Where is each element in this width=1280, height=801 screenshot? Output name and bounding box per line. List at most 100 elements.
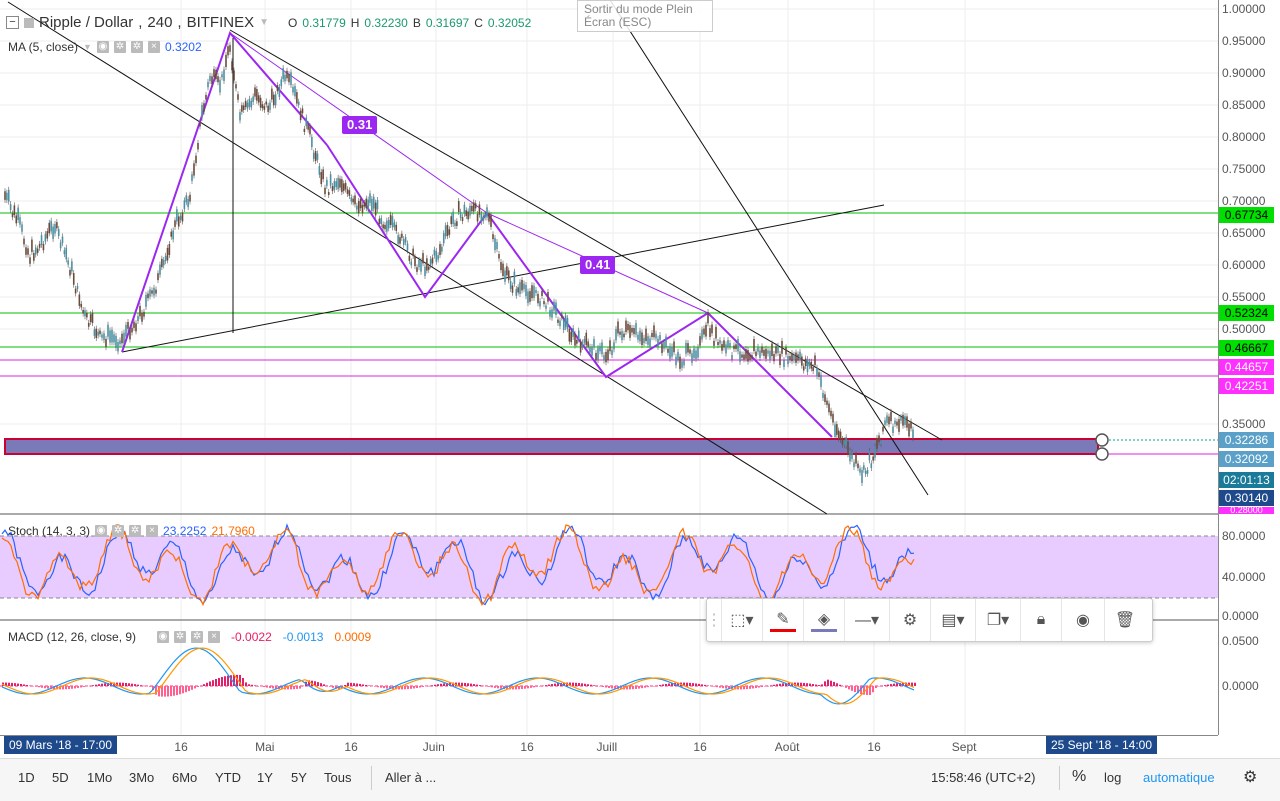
price-candle: [539, 301, 541, 307]
macd-histogram-bar: [41, 686, 43, 688]
select-icon[interactable]: ⬚▾: [722, 599, 763, 641]
macd-histogram-bar: [224, 676, 226, 686]
price-candle: [335, 181, 338, 188]
gear-icon[interactable]: ⚙: [1243, 769, 1258, 786]
macd-histogram-bar: [641, 686, 643, 689]
macd-histogram-bar: [65, 686, 67, 690]
timeframe-button[interactable]: 5Y: [291, 770, 307, 785]
macd-histogram-bar: [578, 683, 580, 686]
price-candle: [6, 192, 8, 201]
timeframe-button[interactable]: 3Mo: [129, 770, 155, 785]
ohlc-h-label: H: [350, 15, 360, 30]
macd-histogram-bar: [896, 683, 898, 686]
macd-histogram-bar: [644, 686, 646, 688]
price-candle: [123, 332, 125, 344]
macd-histogram-bar: [740, 686, 742, 690]
macd-histogram-bar: [23, 684, 25, 686]
price-candle: [389, 214, 392, 225]
percent-toggle[interactable]: %: [1072, 768, 1087, 785]
price-candle: [450, 216, 453, 225]
timeframe-button[interactable]: Tous: [324, 770, 352, 785]
price-candle: [404, 237, 407, 243]
macd-histogram-bar: [83, 686, 85, 687]
goto-date-button[interactable]: Aller à ...: [385, 770, 437, 785]
price-candle: [713, 340, 715, 346]
settings-icon[interactable]: ✲: [191, 631, 204, 643]
gear-icon[interactable]: ✲: [112, 525, 125, 537]
eye-icon[interactable]: ◉: [95, 525, 108, 537]
macd-histogram-bar: [167, 686, 169, 697]
collapse-icon[interactable]: −: [6, 16, 19, 29]
timeframe-button[interactable]: 1Y: [257, 770, 273, 785]
macd-value: -0.0022: [231, 630, 272, 644]
auto-scale-toggle[interactable]: automatique: [1143, 770, 1215, 785]
price-candle: [767, 350, 769, 354]
chevron-down-icon[interactable]: ▼: [259, 17, 270, 28]
price-candle: [219, 79, 221, 93]
settings-icon[interactable]: ✲: [129, 525, 142, 537]
macd-histogram-bar: [590, 684, 592, 686]
price-candle: [86, 312, 88, 318]
close-icon[interactable]: ×: [147, 41, 160, 53]
gear-icon[interactable]: ⚙: [890, 599, 931, 641]
eye-icon[interactable]: ◉: [157, 631, 170, 643]
macd-histogram-bar: [491, 686, 493, 688]
price-candle: [801, 356, 803, 366]
price-candle: [399, 237, 401, 244]
line-style-icon[interactable]: —▾: [845, 599, 890, 641]
price-candle: [113, 334, 115, 343]
macd-histogram-bar: [647, 686, 649, 688]
fib-ratio-label[interactable]: 0.31: [342, 116, 378, 134]
close-icon[interactable]: ×: [146, 525, 159, 537]
close-icon[interactable]: ×: [208, 631, 221, 643]
symbol-interval[interactable]: 240: [147, 14, 173, 31]
timeframe-button[interactable]: 1Mo: [87, 770, 113, 785]
price-candle: [639, 330, 641, 342]
timeframe-button[interactable]: 6Mo: [172, 770, 198, 785]
price-candle: [795, 352, 797, 363]
price-candle: [908, 423, 910, 437]
timeframe-button[interactable]: 1D: [18, 770, 35, 785]
price-candle: [76, 285, 79, 290]
price-candle: [655, 333, 657, 339]
price-candle: [533, 285, 535, 298]
copy-icon[interactable]: ❐▾: [976, 599, 1021, 641]
timeframe-button[interactable]: YTD: [215, 770, 241, 785]
eye-icon[interactable]: ◉: [1062, 599, 1105, 641]
macd-histogram-bar: [749, 686, 751, 689]
tooltip-line: Écran (ESC): [584, 15, 652, 29]
clock[interactable]: 15:58:46 (UTC+2): [931, 770, 1036, 785]
timeframe-button[interactable]: 5D: [52, 770, 69, 785]
price-candle: [452, 211, 454, 224]
price-candle: [651, 332, 653, 338]
gear-icon[interactable]: ✲: [113, 41, 126, 53]
ma-label[interactable]: MA (5, close): [8, 40, 79, 54]
layers-icon[interactable]: ▤▾: [931, 599, 976, 641]
trash-icon[interactable]: 🗑︎: [1114, 612, 1136, 629]
fib-ratio-label[interactable]: 0.41: [580, 256, 616, 274]
log-toggle[interactable]: log: [1104, 770, 1122, 785]
eye-icon[interactable]: ◉: [96, 41, 109, 53]
chevron-down-icon[interactable]: ▼: [83, 42, 92, 52]
zone-handle[interactable]: [1095, 433, 1109, 447]
price-candle: [237, 94, 239, 100]
symbol-exchange[interactable]: BITFINEX: [186, 14, 255, 31]
price-candle: [61, 236, 64, 244]
zone-handle[interactable]: [1095, 447, 1109, 461]
pencil-icon[interactable]: ✎: [763, 599, 804, 641]
time-axis[interactable]: [0, 735, 1218, 758]
drag-handle-icon[interactable]: ⋮: [706, 599, 722, 641]
settings-icon[interactable]: ✲: [130, 41, 143, 53]
macd-label[interactable]: MACD (12, 26, close, 9): [8, 630, 137, 644]
price-candle: [356, 205, 358, 210]
price-candle: [837, 430, 840, 439]
gear-icon[interactable]: ✲: [174, 631, 187, 643]
stoch-label[interactable]: Stoch (14, 3, 3): [8, 524, 91, 538]
macd-histogram-bar: [701, 684, 703, 686]
macd-histogram-bar: [68, 686, 70, 690]
lock-icon[interactable]: 🔒︎: [1021, 599, 1062, 641]
symbol-name[interactable]: Ripple / Dollar: [39, 14, 134, 31]
fill-icon[interactable]: ◈: [804, 599, 845, 641]
